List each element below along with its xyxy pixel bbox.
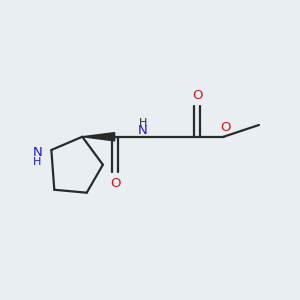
Text: N: N — [32, 146, 42, 159]
Text: H: H — [139, 118, 147, 128]
Text: H: H — [33, 157, 41, 167]
Text: O: O — [110, 177, 121, 190]
Polygon shape — [82, 133, 115, 141]
Text: O: O — [192, 89, 202, 102]
Text: N: N — [138, 124, 148, 137]
Text: O: O — [221, 122, 231, 134]
